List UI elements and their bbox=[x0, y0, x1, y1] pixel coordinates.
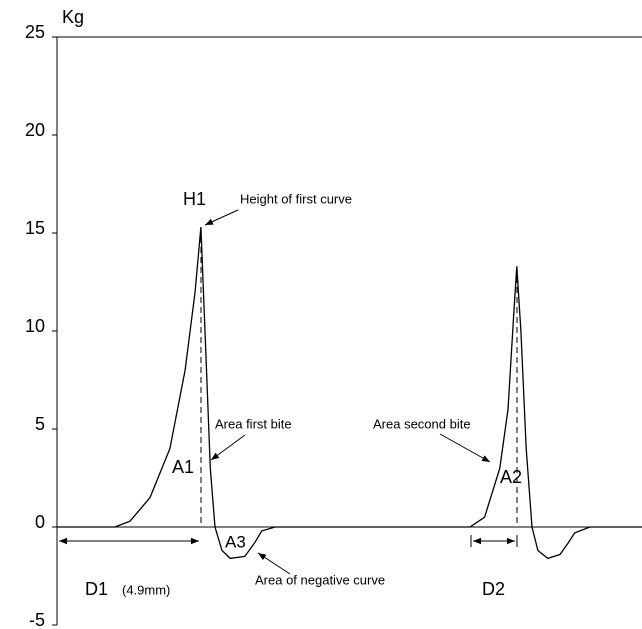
arrow bbox=[439, 433, 491, 463]
y-tick-label: -5 bbox=[29, 610, 45, 629]
annotation: D1 bbox=[85, 579, 108, 599]
annotation: Height of first curve bbox=[240, 191, 352, 206]
y-tick-label: 15 bbox=[25, 218, 45, 238]
arrow bbox=[210, 434, 246, 461]
annotation: D2 bbox=[482, 579, 505, 599]
y-tick-label: 5 bbox=[35, 414, 45, 434]
y-tick-label: 10 bbox=[25, 316, 45, 336]
annotation: H1 bbox=[183, 189, 206, 209]
y-tick-label: 25 bbox=[25, 22, 45, 42]
annotation: A1 bbox=[172, 457, 194, 477]
annotation: Area of negative curve bbox=[255, 572, 385, 587]
arrow bbox=[257, 552, 291, 575]
arrow bbox=[204, 209, 239, 226]
annotation: A3 bbox=[225, 532, 246, 551]
y-tick-label: 20 bbox=[25, 120, 45, 140]
y-tick-label: 0 bbox=[35, 512, 45, 532]
annotation: A2 bbox=[500, 467, 522, 487]
annotation: Area first bite bbox=[215, 416, 292, 431]
y-axis-label: Kg bbox=[62, 7, 84, 27]
curve bbox=[57, 227, 642, 560]
annotation: Area second bite bbox=[373, 416, 471, 431]
annotation: (4.9mm) bbox=[122, 582, 170, 597]
